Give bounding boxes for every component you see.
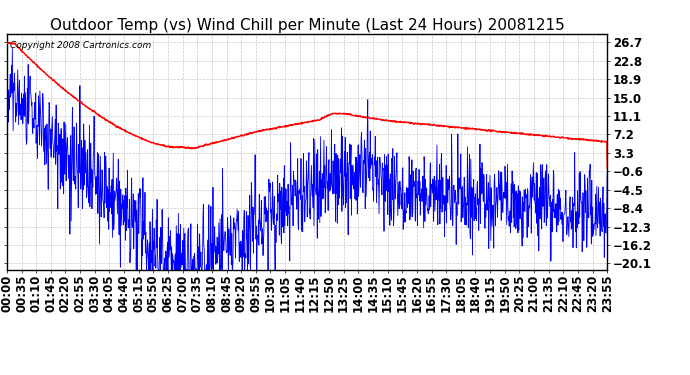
Title: Outdoor Temp (vs) Wind Chill per Minute (Last 24 Hours) 20081215: Outdoor Temp (vs) Wind Chill per Minute … [50,18,564,33]
Text: Copyright 2008 Cartronics.com: Copyright 2008 Cartronics.com [10,41,151,50]
